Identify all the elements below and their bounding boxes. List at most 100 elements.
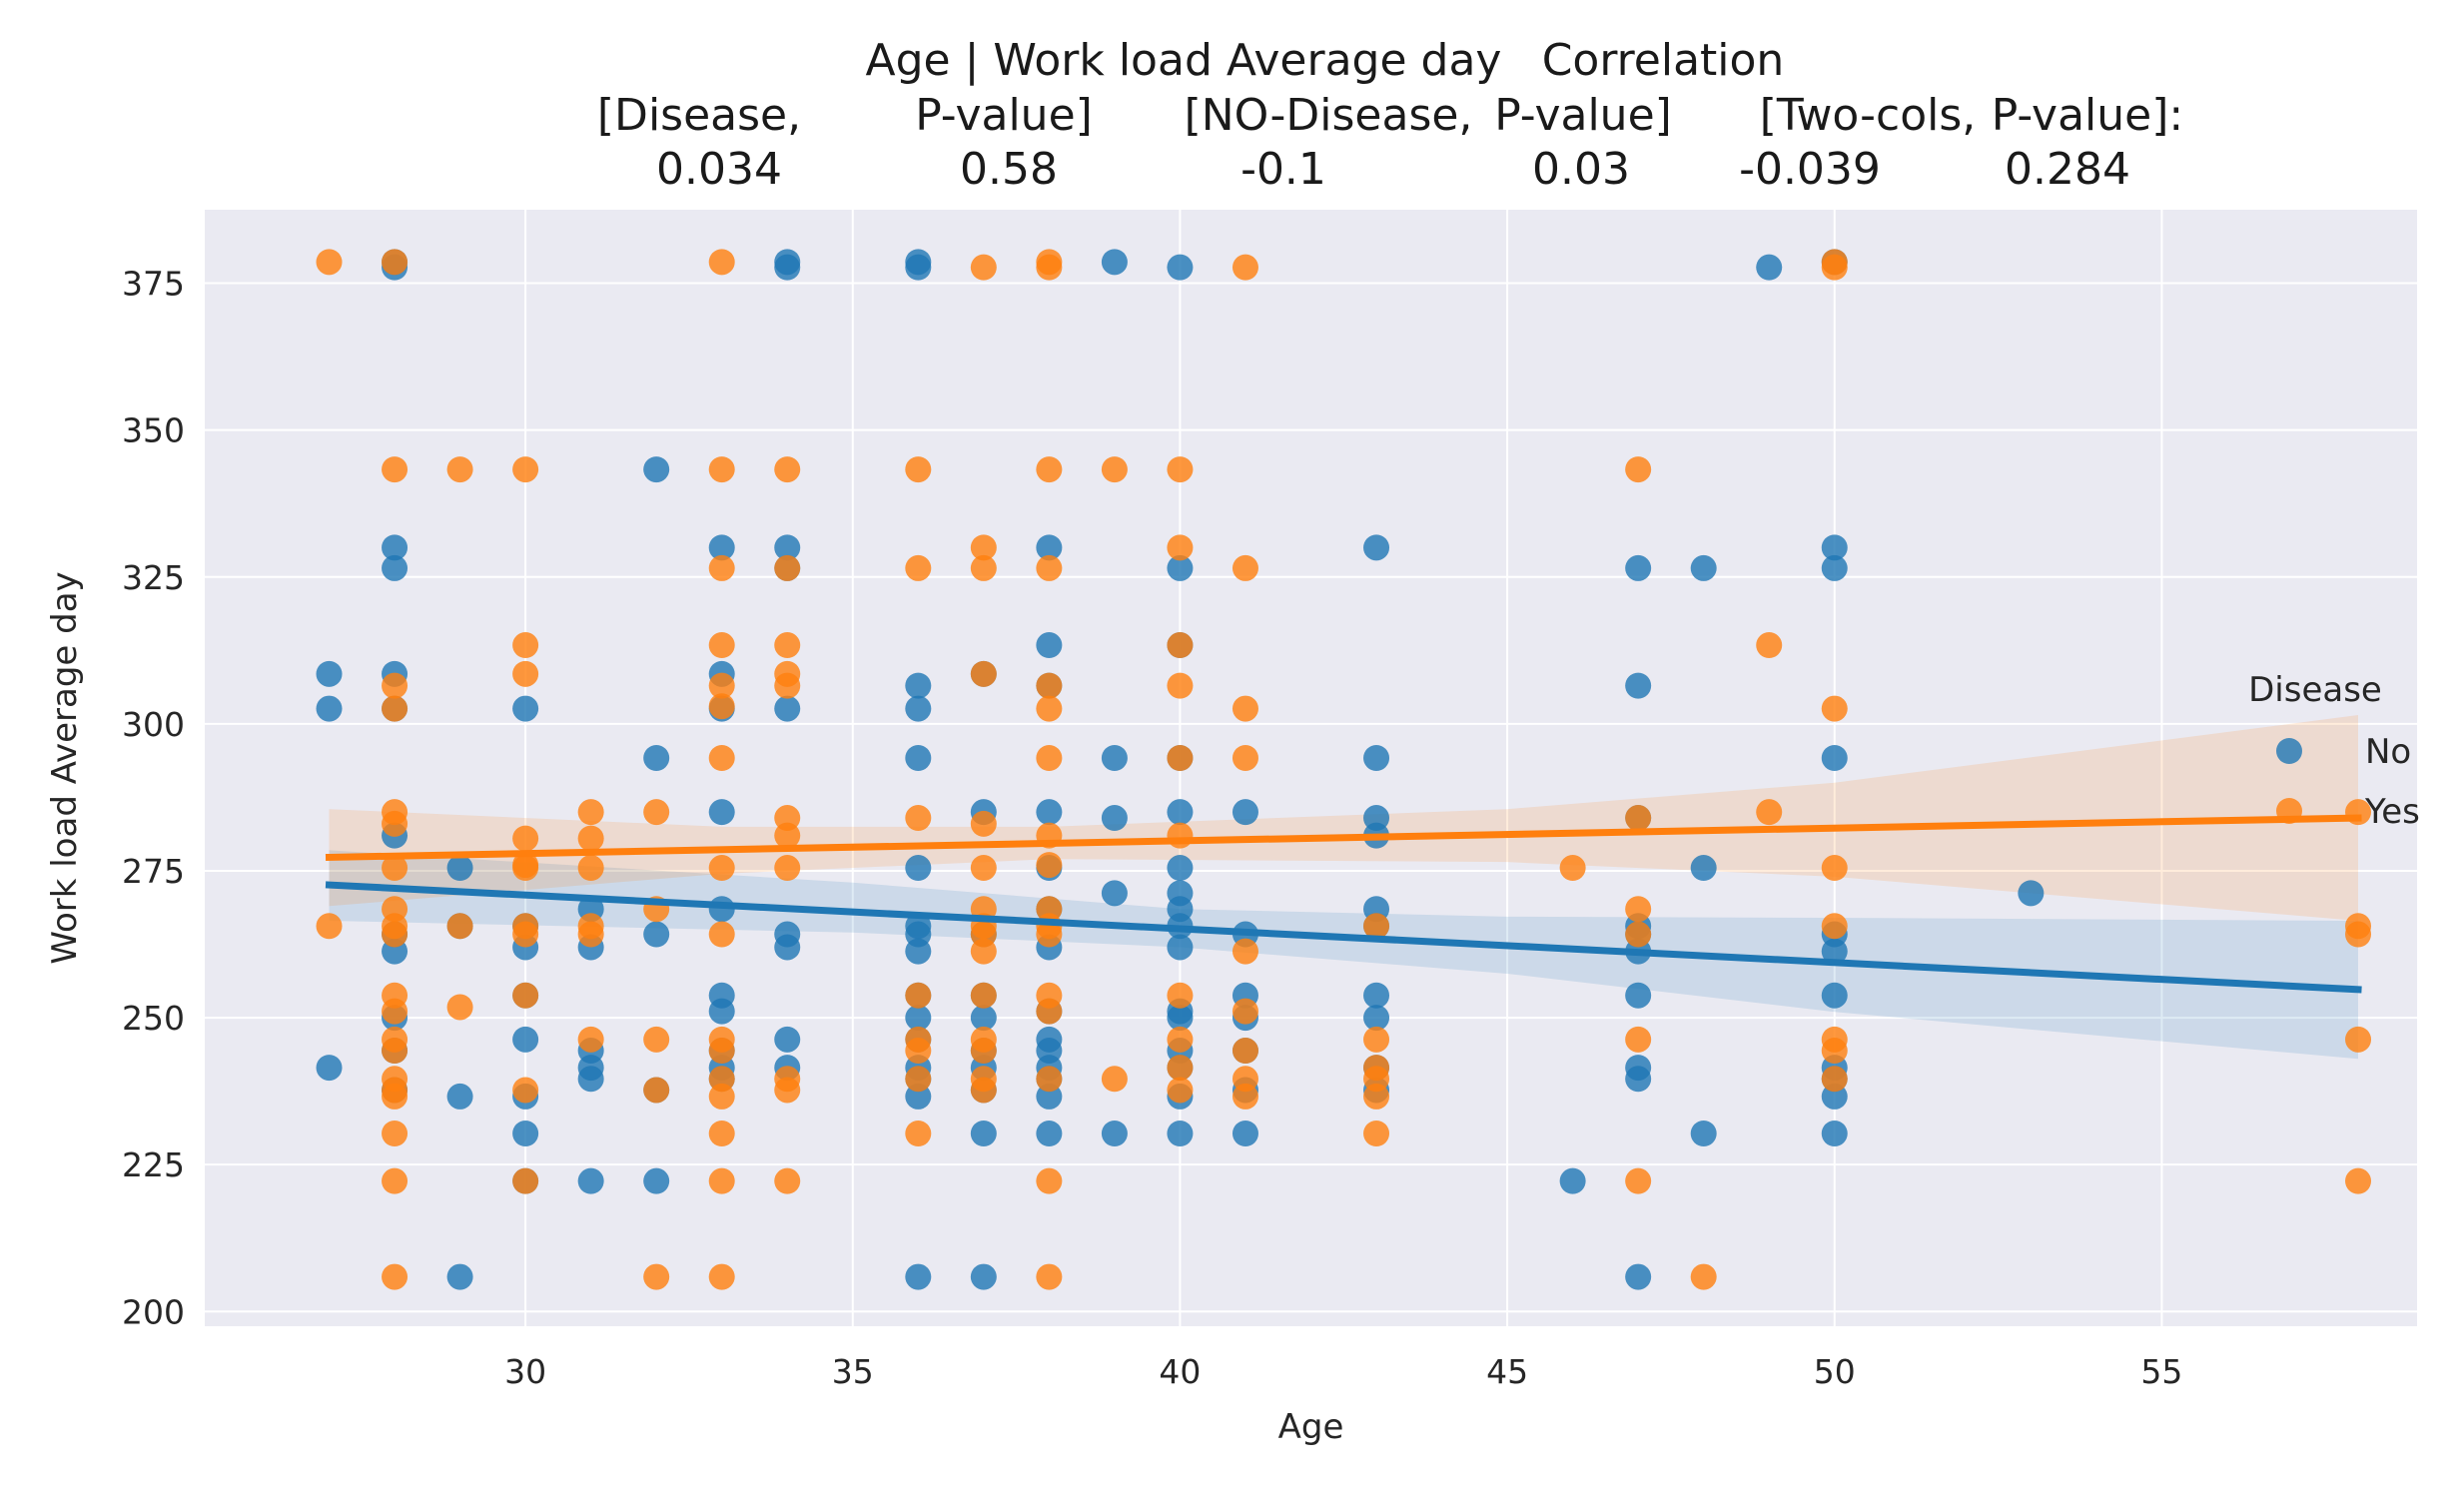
point-yes (382, 695, 409, 722)
point-yes (905, 456, 932, 483)
point-yes (970, 254, 997, 281)
point-yes (1101, 456, 1128, 483)
point-no (905, 1263, 932, 1290)
point-yes (1821, 695, 1848, 722)
point-no (577, 1066, 604, 1093)
point-yes (1036, 1167, 1063, 1194)
x-tick-label: 50 (1814, 1352, 1856, 1391)
point-yes (1232, 1083, 1258, 1110)
point-yes (1625, 1026, 1652, 1053)
point-yes (1232, 695, 1258, 722)
point-yes (577, 799, 604, 826)
legend: Disease No Yes (2248, 670, 2420, 832)
point-no (1167, 254, 1194, 281)
point-no (1036, 799, 1063, 826)
x-tick-label: 40 (1159, 1352, 1201, 1391)
point-yes (774, 672, 801, 699)
point-yes (1036, 254, 1063, 281)
point-no (316, 660, 343, 687)
point-no (905, 855, 932, 882)
legend-title: Disease (2248, 670, 2382, 710)
point-yes (1036, 456, 1063, 483)
point-yes (970, 1038, 997, 1065)
title-fragment: Age | Work load Average day (866, 35, 1502, 86)
title-fragment: [NO-Disease, (1185, 90, 1473, 141)
point-no (905, 938, 932, 965)
point-no (382, 554, 409, 581)
point-no (643, 1167, 670, 1194)
point-no (1690, 554, 1717, 581)
chart-title: Age | Work load Average day Correlation [D… (597, 35, 2183, 195)
point-yes (1167, 822, 1194, 849)
point-no (1625, 672, 1652, 699)
point-yes (1036, 554, 1063, 581)
point-yes (446, 994, 473, 1021)
point-no (1821, 1120, 1848, 1146)
point-yes (708, 1263, 735, 1290)
y-tick-label: 225 (122, 1145, 185, 1184)
point-no (905, 695, 932, 722)
point-yes (905, 554, 932, 581)
regression-line-no (325, 881, 2362, 994)
point-no (1821, 534, 1848, 561)
point-yes (905, 982, 932, 1009)
point-no (1821, 938, 1848, 965)
title-fragment: P-value] (1494, 90, 1672, 141)
point-yes (1625, 456, 1652, 483)
confidence-band-no (329, 850, 2359, 1060)
point-yes (1167, 534, 1194, 561)
point-yes (577, 825, 604, 852)
point-yes (774, 456, 801, 483)
point-no (905, 1005, 932, 1032)
point-yes (708, 1167, 735, 1194)
point-yes (970, 810, 997, 837)
point-no (2018, 880, 2045, 907)
point-yes (970, 534, 997, 561)
point-no (1363, 1005, 1390, 1032)
point-no (1821, 982, 1848, 1009)
point-yes (382, 855, 409, 882)
point-no (1821, 744, 1848, 771)
point-yes (382, 1120, 409, 1146)
x-axis-ticks: 30 35 40 45 50 55 (504, 1352, 2182, 1391)
point-yes (1625, 805, 1652, 832)
point-yes (1036, 998, 1063, 1025)
point-no (1101, 249, 1128, 276)
point-no (316, 695, 343, 722)
point-no (643, 744, 670, 771)
title-fragment: [Two-cols, (1760, 90, 1977, 141)
point-no (1690, 855, 1717, 882)
point-yes (905, 1038, 932, 1065)
point-yes (2345, 1167, 2372, 1194)
point-yes (708, 1038, 735, 1065)
point-yes (2345, 921, 2372, 948)
plot-area (205, 210, 2417, 1326)
point-no (1101, 805, 1128, 832)
point-no (1625, 1263, 1652, 1290)
point-yes (708, 921, 735, 948)
point-yes (316, 913, 343, 940)
point-yes (774, 855, 801, 882)
point-no (1363, 744, 1390, 771)
point-no (905, 254, 932, 281)
point-no (774, 695, 801, 722)
title-fragment: 0.284 (2005, 144, 2130, 195)
point-yes (1036, 852, 1063, 879)
point-no (1167, 1120, 1194, 1146)
point-no (970, 1005, 997, 1032)
point-yes (1821, 855, 1848, 882)
point-yes (1036, 744, 1063, 771)
point-no (1167, 1005, 1194, 1032)
point-no (1363, 982, 1390, 1009)
legend-label-no: No (2365, 732, 2411, 772)
point-no (970, 1263, 997, 1290)
point-no (1101, 1120, 1128, 1146)
y-tick-label: 250 (122, 999, 185, 1038)
confidence-band-yes (329, 715, 2359, 921)
point-no (1101, 880, 1128, 907)
point-no (708, 534, 735, 561)
y-tick-label: 200 (122, 1292, 185, 1331)
y-tick-label: 375 (122, 265, 185, 304)
x-tick-label: 35 (832, 1352, 874, 1391)
point-yes (382, 921, 409, 948)
